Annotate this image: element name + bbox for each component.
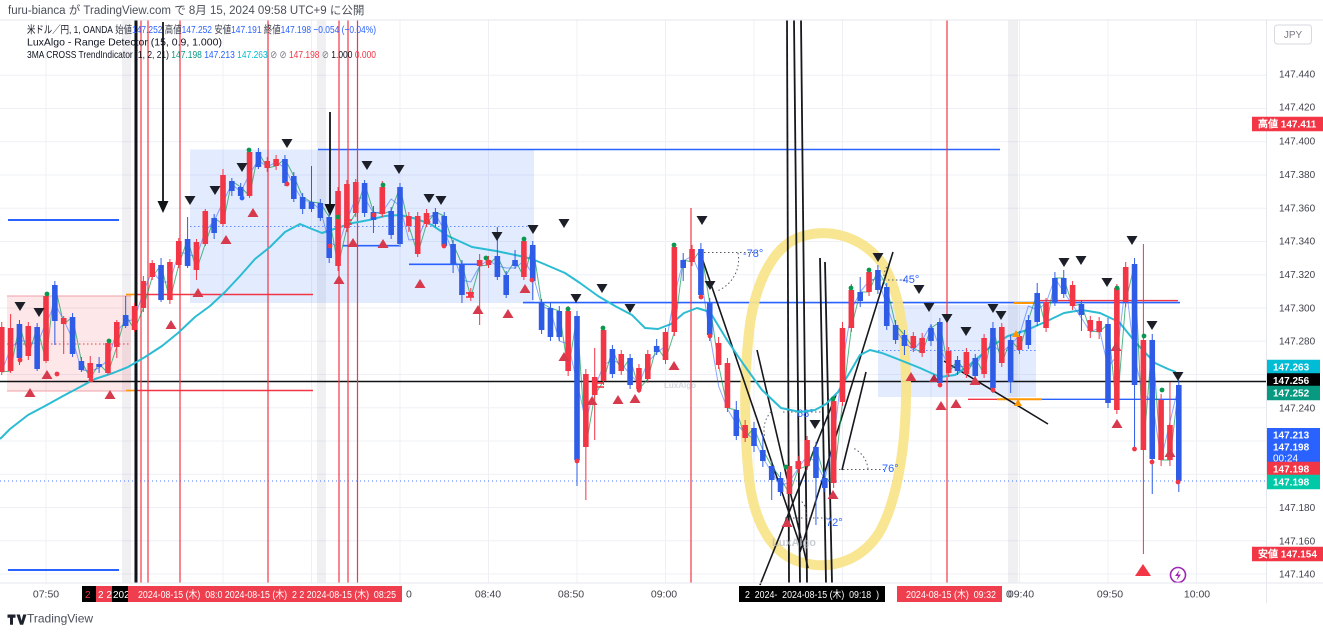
svg-text:2: 2 bbox=[85, 590, 91, 601]
svg-text:202: 202 bbox=[113, 590, 130, 601]
svg-text:米ドル／円, 1, OANDA 始値147.252 高値14: 米ドル／円, 1, OANDA 始値147.252 高値147.252 安値14… bbox=[27, 23, 376, 36]
svg-text:10:00: 10:00 bbox=[1184, 589, 1210, 601]
svg-text:147.160: 147.160 bbox=[1279, 537, 1316, 548]
svg-text:07:50: 07:50 bbox=[33, 589, 59, 601]
svg-text:08:50: 08:50 bbox=[558, 589, 584, 601]
svg-text:-78°: -78° bbox=[743, 248, 763, 260]
svg-text:147.400: 147.400 bbox=[1279, 137, 1316, 148]
svg-text:furu-bianca が TradingView.com: furu-bianca が TradingView.com で 8月 15, 2… bbox=[8, 3, 364, 17]
svg-text:147.420: 147.420 bbox=[1279, 103, 1316, 114]
svg-text:147.263: 147.263 bbox=[1273, 363, 1310, 374]
svg-text:147.252: 147.252 bbox=[1273, 389, 1310, 400]
svg-text:08:40: 08:40 bbox=[475, 589, 501, 601]
svg-text:147.360: 147.360 bbox=[1279, 204, 1316, 215]
svg-text:高値 147.411: 高値 147.411 bbox=[1258, 118, 1317, 131]
svg-text:LuxAlgo: LuxAlgo bbox=[772, 537, 816, 549]
svg-text:147.240: 147.240 bbox=[1279, 404, 1316, 415]
svg-text:147.256: 147.256 bbox=[1273, 376, 1310, 387]
svg-text:0: 0 bbox=[406, 589, 412, 601]
svg-text:147.280: 147.280 bbox=[1279, 337, 1316, 348]
svg-text:147.140: 147.140 bbox=[1279, 570, 1316, 581]
svg-text:09:50: 09:50 bbox=[1097, 589, 1123, 601]
svg-text:安値 147.154: 安値 147.154 bbox=[1258, 548, 1317, 561]
svg-text:TradingView: TradingView bbox=[27, 612, 93, 626]
svg-text:147.440: 147.440 bbox=[1279, 70, 1316, 81]
svg-text:76°: 76° bbox=[882, 463, 899, 475]
svg-text:2024-08-15 (木) 08:0 2024-08-1: 2024-08-15 (木) 08:0 2024-08-15 (木) 2 2 2… bbox=[138, 589, 396, 601]
svg-text:2 2024- 2024-08-15 (木) 09:1: 2 2024- 2024-08-15 (木) 09:18 ) bbox=[745, 589, 879, 601]
svg-text:147.380: 147.380 bbox=[1279, 170, 1316, 181]
svg-text:147.300: 147.300 bbox=[1279, 304, 1316, 315]
svg-text:147.213: 147.213 bbox=[1273, 431, 1310, 442]
svg-text:147.198: 147.198 bbox=[1273, 465, 1310, 476]
svg-text:3MA CROSS TrendIndicator (1, 2: 3MA CROSS TrendIndicator (1, 2, 21) 147.… bbox=[27, 49, 376, 61]
svg-text:147.180: 147.180 bbox=[1279, 503, 1316, 514]
svg-text:-45°: -45° bbox=[899, 274, 919, 286]
svg-text:LuxAlgo: LuxAlgo bbox=[664, 381, 696, 390]
svg-text:2024-08-15 (木) 09:32: 2024-08-15 (木) 09:32 bbox=[906, 589, 996, 601]
svg-text:147.198: 147.198 bbox=[1273, 478, 1310, 489]
svg-text:JPY: JPY bbox=[1284, 30, 1303, 41]
svg-text:72°: 72° bbox=[826, 517, 843, 529]
svg-text:0: 0 bbox=[1006, 589, 1012, 601]
svg-text:2 2: 2 2 bbox=[98, 590, 112, 601]
svg-text:09:40: 09:40 bbox=[1008, 589, 1034, 601]
svg-text:LuxAlgo - Range Detector (15,: LuxAlgo - Range Detector (15, 0.9, 1.000… bbox=[27, 37, 222, 49]
svg-text:147.198: 147.198 bbox=[1273, 443, 1310, 454]
svg-text:09:00: 09:00 bbox=[651, 589, 677, 601]
svg-text:147.320: 147.320 bbox=[1279, 270, 1316, 281]
svg-text:00:24: 00:24 bbox=[1273, 454, 1298, 465]
svg-text:147.340: 147.340 bbox=[1279, 237, 1316, 248]
